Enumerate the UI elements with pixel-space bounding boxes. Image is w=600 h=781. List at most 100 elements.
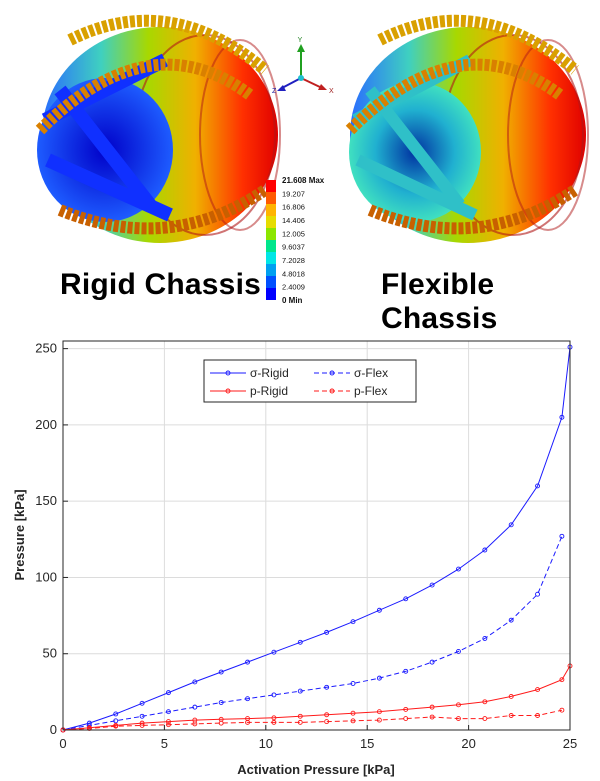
data-point bbox=[482, 699, 488, 705]
data-point bbox=[297, 639, 303, 645]
data-point bbox=[403, 668, 409, 674]
data-point bbox=[376, 607, 382, 613]
legend-entry: σ-Rigid bbox=[250, 366, 289, 380]
data-point bbox=[139, 720, 145, 726]
legend-swatch bbox=[266, 276, 276, 288]
data-point bbox=[192, 679, 198, 685]
data-point bbox=[429, 659, 435, 665]
triad-x-label: X bbox=[329, 88, 334, 95]
data-point bbox=[166, 719, 171, 725]
data-point bbox=[376, 709, 382, 715]
legend-tick-label: 12.005 bbox=[282, 229, 305, 238]
legend-tick-label: 19.207 bbox=[282, 189, 305, 198]
data-point bbox=[508, 522, 514, 528]
data-point bbox=[271, 692, 277, 698]
legend-marker bbox=[225, 388, 231, 394]
plot-area bbox=[63, 341, 570, 730]
legend-marker bbox=[329, 370, 335, 376]
data-point bbox=[297, 713, 303, 719]
data-point bbox=[376, 717, 382, 723]
y-tick-label: 0 bbox=[50, 722, 57, 737]
data-point bbox=[192, 721, 198, 727]
data-point bbox=[456, 702, 461, 708]
data-point bbox=[535, 483, 541, 489]
x-tick-label: 15 bbox=[360, 736, 374, 751]
x-axis-label: Activation Pressure [kPa] bbox=[237, 762, 395, 777]
triad-z-label: Z bbox=[272, 88, 277, 95]
y-tick-label: 250 bbox=[35, 341, 57, 356]
data-point bbox=[245, 719, 250, 725]
legend-swatch bbox=[266, 252, 276, 264]
series-line-1 bbox=[62, 536, 563, 731]
data-point bbox=[535, 687, 541, 693]
y-axis-label: Pressure [kPa] bbox=[12, 489, 27, 580]
data-point bbox=[350, 681, 356, 686]
legend-swatch bbox=[266, 288, 276, 300]
data-point bbox=[482, 716, 488, 722]
x-tick-label: 25 bbox=[563, 736, 577, 751]
data-point bbox=[403, 706, 409, 712]
data-point bbox=[218, 700, 224, 705]
data-point bbox=[166, 722, 171, 728]
data-point bbox=[139, 722, 145, 728]
data-point bbox=[456, 648, 461, 654]
data-point bbox=[245, 696, 250, 702]
data-point bbox=[559, 677, 565, 683]
data-point bbox=[271, 649, 277, 655]
data-point bbox=[324, 719, 330, 725]
data-point bbox=[429, 582, 435, 588]
data-point bbox=[482, 636, 488, 641]
legend-marker bbox=[225, 370, 231, 376]
data-point bbox=[508, 713, 514, 718]
legend-swatch bbox=[266, 264, 276, 276]
legend-entry: p-Rigid bbox=[250, 384, 288, 398]
simulation-figure: Y Z X 21.608 Max 19.207 16.806 14.406 12.005… bbox=[35, 14, 589, 305]
data-point bbox=[429, 704, 435, 710]
rigid-gripper-model bbox=[35, 14, 281, 243]
x-tick-label: 20 bbox=[461, 736, 475, 751]
series-line-2 bbox=[62, 665, 571, 731]
x-tick-label: 5 bbox=[161, 736, 168, 751]
legend-tick-label: 14.406 bbox=[282, 216, 305, 225]
data-point bbox=[324, 712, 330, 718]
legend-swatch bbox=[266, 204, 276, 216]
legend-entry: σ-Flex bbox=[354, 366, 388, 380]
chart-legend: σ-Rigid σ-Flex p-Rigid p-Flex bbox=[203, 359, 417, 403]
color-legend: 21.608 Max 19.207 16.806 14.406 12.005 9.6037… bbox=[266, 176, 325, 305]
legend-min-label: 0 Min bbox=[282, 296, 303, 305]
data-point bbox=[271, 719, 277, 725]
caption-rigid: Rigid Chassis bbox=[60, 268, 261, 301]
legend-tick-label: 16.806 bbox=[282, 203, 305, 212]
data-point bbox=[113, 718, 119, 724]
data-point bbox=[508, 617, 514, 623]
legend-entry: p-Flex bbox=[354, 384, 387, 398]
data-point bbox=[456, 716, 461, 722]
data-point bbox=[350, 718, 356, 724]
legend-swatch bbox=[266, 240, 276, 252]
triad-y-label: Y bbox=[298, 37, 303, 44]
data-point bbox=[271, 715, 277, 721]
data-point bbox=[350, 619, 356, 625]
data-point bbox=[403, 596, 409, 602]
data-point bbox=[245, 659, 250, 665]
data-point bbox=[218, 669, 224, 675]
legend-tick-label: 2.4009 bbox=[282, 283, 305, 292]
legend-marker bbox=[329, 388, 335, 394]
data-point bbox=[166, 690, 171, 696]
legend-swatch bbox=[266, 180, 276, 192]
x-tick-label: 0 bbox=[59, 736, 66, 751]
data-point bbox=[456, 566, 461, 572]
y-tick-label: 200 bbox=[35, 417, 57, 432]
y-tick-label: 100 bbox=[35, 569, 57, 584]
y-tick-label: 50 bbox=[43, 646, 57, 661]
series-layer bbox=[60, 344, 573, 733]
data-point bbox=[218, 720, 224, 726]
data-point bbox=[508, 693, 514, 699]
data-point bbox=[376, 675, 382, 681]
data-point bbox=[429, 714, 435, 720]
data-point bbox=[559, 414, 565, 420]
data-point bbox=[559, 533, 565, 539]
series-line-0 bbox=[62, 347, 571, 731]
data-point bbox=[113, 723, 119, 729]
